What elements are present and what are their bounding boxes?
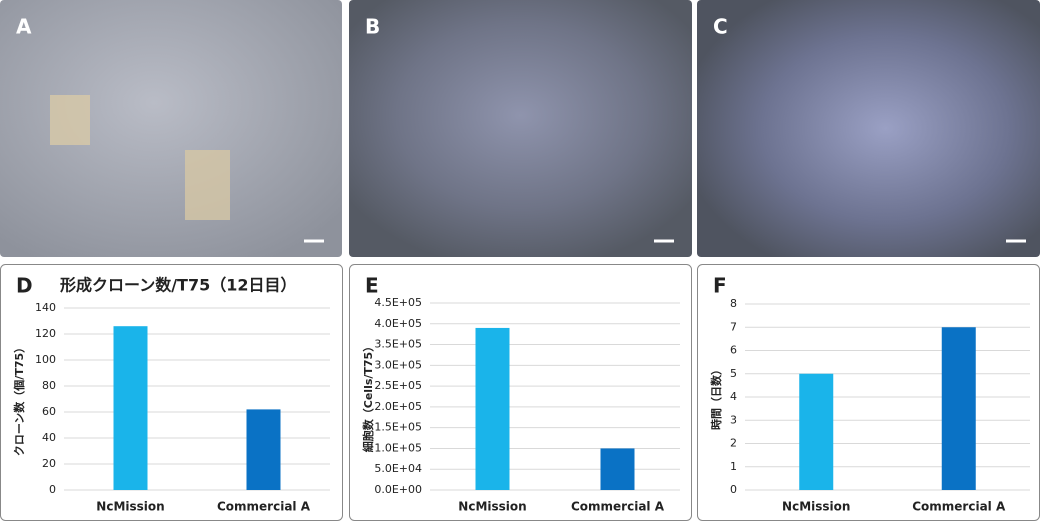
bar <box>113 326 148 490</box>
y-tick-label: 7 <box>730 320 737 333</box>
x-tick-label: Commercial A <box>912 500 1006 514</box>
y-tick-label: 8 <box>730 297 737 310</box>
bar <box>246 409 281 490</box>
x-tick-label: Commercial A <box>571 500 665 514</box>
y-tick-label: 2 <box>730 437 737 450</box>
y-tick-label: 40 <box>42 431 56 444</box>
y-tick-label: 3.0E+05 <box>374 358 422 371</box>
y-tick-label: 6 <box>730 344 737 357</box>
y-tick-label: 1.5E+05 <box>374 421 422 434</box>
y-axis-label: 時間（日数） <box>709 364 723 430</box>
y-axis-label: 細胞数（Cells/T75） <box>361 341 375 452</box>
panel-label: F <box>713 274 727 298</box>
y-tick-label: 3.5E+05 <box>374 338 422 351</box>
micrograph <box>0 0 342 257</box>
y-tick-label: 3 <box>730 413 737 426</box>
y-tick-label: 4 <box>730 390 737 403</box>
y-tick-label: 140 <box>35 301 56 314</box>
y-tick-label: 2.0E+05 <box>374 400 422 413</box>
y-tick-label: 60 <box>42 405 56 418</box>
y-tick-label: 120 <box>35 327 56 340</box>
debris <box>185 150 230 220</box>
micrograph <box>697 0 1040 257</box>
y-tick-label: 5 <box>730 367 737 380</box>
panel-label: B <box>365 15 380 39</box>
y-tick-label: 1 <box>730 460 737 473</box>
y-tick-label: 80 <box>42 379 56 392</box>
x-tick-label: NcMission <box>96 500 164 514</box>
y-tick-label: 0 <box>730 483 737 496</box>
chart-panel <box>697 264 1040 521</box>
micrograph <box>349 0 692 257</box>
y-tick-label: 2.5E+05 <box>374 379 422 392</box>
y-tick-label: 0.0E+00 <box>374 483 422 496</box>
panel-label: A <box>16 15 32 39</box>
bar <box>799 373 834 490</box>
panel-label: D <box>16 274 33 298</box>
chart-title: 形成クローン数/T75（12日目） <box>60 276 297 295</box>
debris <box>50 95 90 145</box>
y-tick-label: 20 <box>42 457 56 470</box>
x-tick-label: Commercial A <box>217 500 311 514</box>
panel-label: E <box>365 274 379 298</box>
y-tick-label: 4.5E+05 <box>374 296 422 309</box>
y-tick-label: 0 <box>49 483 56 496</box>
y-tick-label: 5.0E+04 <box>374 462 422 475</box>
y-tick-label: 1.0E+05 <box>374 441 422 454</box>
y-axis-label: クローン数（個/T75） <box>12 342 26 456</box>
x-tick-label: NcMission <box>782 500 850 514</box>
panel-label: C <box>713 15 728 39</box>
y-tick-label: 4.0E+05 <box>374 317 422 330</box>
y-tick-label: 100 <box>35 353 56 366</box>
x-tick-label: NcMission <box>458 500 526 514</box>
bar <box>600 448 635 490</box>
bar <box>941 327 976 490</box>
bar <box>475 327 510 490</box>
